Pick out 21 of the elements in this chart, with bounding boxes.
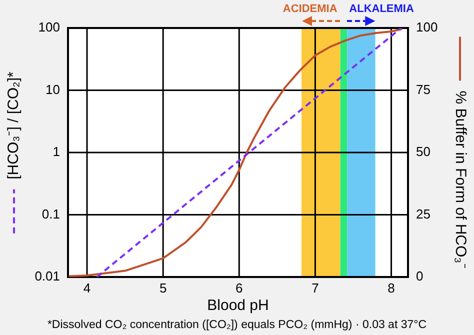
text: *Dissolved CO₂ concentration ([CO₂]) equals PCO₂ (mmHg) · 0.03 at 37°C — [47, 319, 427, 332]
x-tick-label: 8 — [388, 280, 395, 296]
y2-tick-label: 50 — [416, 144, 430, 160]
y2-tick-label: 75 — [416, 82, 430, 97]
y2-tick-label: 25 — [416, 206, 430, 222]
x-tick-label: 5 — [159, 280, 167, 296]
y2-tick-label: 0 — [416, 268, 424, 284]
y-tick-label: 1 — [52, 144, 60, 160]
x-tick-label: 4 — [83, 280, 91, 296]
y-tick-label: 100 — [38, 20, 60, 35]
y-axis-title: [HCO₃⁻] / [CO₂]* — [5, 71, 22, 180]
band-label: ALKALEMIA — [349, 3, 414, 16]
y-tick-label: 0.1 — [42, 206, 60, 222]
y-tick-label: 10 — [46, 82, 60, 97]
y-tick-label: 0.01 — [34, 268, 60, 284]
band-label: ACIDEMIA — [282, 3, 338, 16]
y2-axis-title: % Buffer in Form of HCO₃⁻ — [452, 90, 469, 268]
x-tick-label: 6 — [236, 280, 243, 296]
y2-tick-label: 100 — [416, 20, 438, 35]
x-axis-title: Blood pH — [207, 297, 269, 314]
x-tick-label: 7 — [312, 280, 319, 296]
